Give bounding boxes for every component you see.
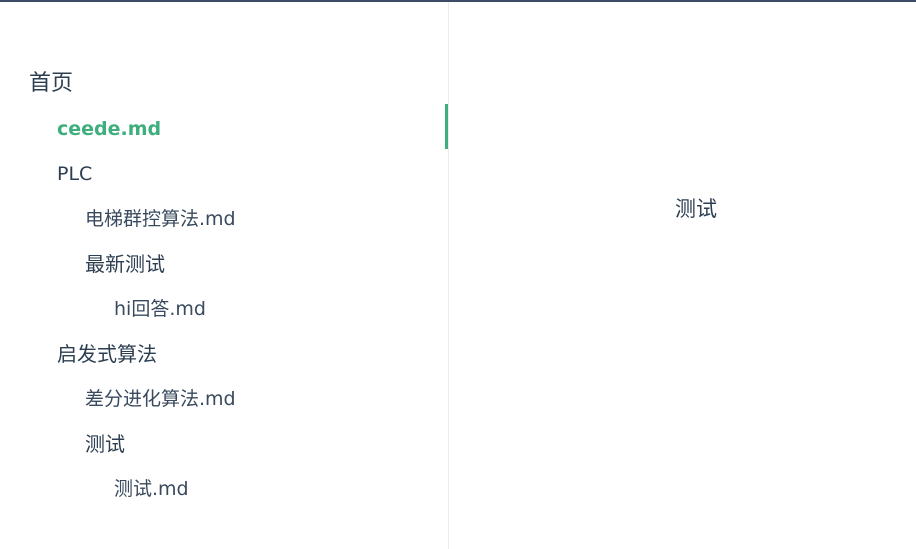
sidebar-item-test-group[interactable]: 测试 (85, 432, 125, 456)
sidebar-item-ceede[interactable]: ceede.md (57, 118, 162, 140)
active-indicator (445, 104, 448, 149)
main-content: 测试 (450, 2, 916, 549)
sidebar-item-home[interactable]: 首页 (29, 71, 74, 96)
sidebar-item-latest-test[interactable]: 最新测试 (85, 252, 165, 276)
sidebar-item-elevator[interactable]: 电梯群控算法.md (85, 208, 236, 230)
content-heading: 测试 (675, 197, 717, 221)
sidebar-item-hi-answer[interactable]: hi回答.md (114, 298, 206, 320)
top-border (0, 0, 916, 2)
sidebar-item-plc[interactable]: PLC (57, 163, 93, 185)
sidebar-item-heuristic[interactable]: 启发式算法 (57, 342, 157, 366)
sidebar-item-test-md[interactable]: 测试.md (114, 478, 189, 500)
sidebar: 首页 ceede.md PLC 电梯群控算法.md 最新测试 hi回答.md 启… (0, 2, 449, 549)
sidebar-item-de-algorithm[interactable]: 差分进化算法.md (85, 388, 236, 410)
